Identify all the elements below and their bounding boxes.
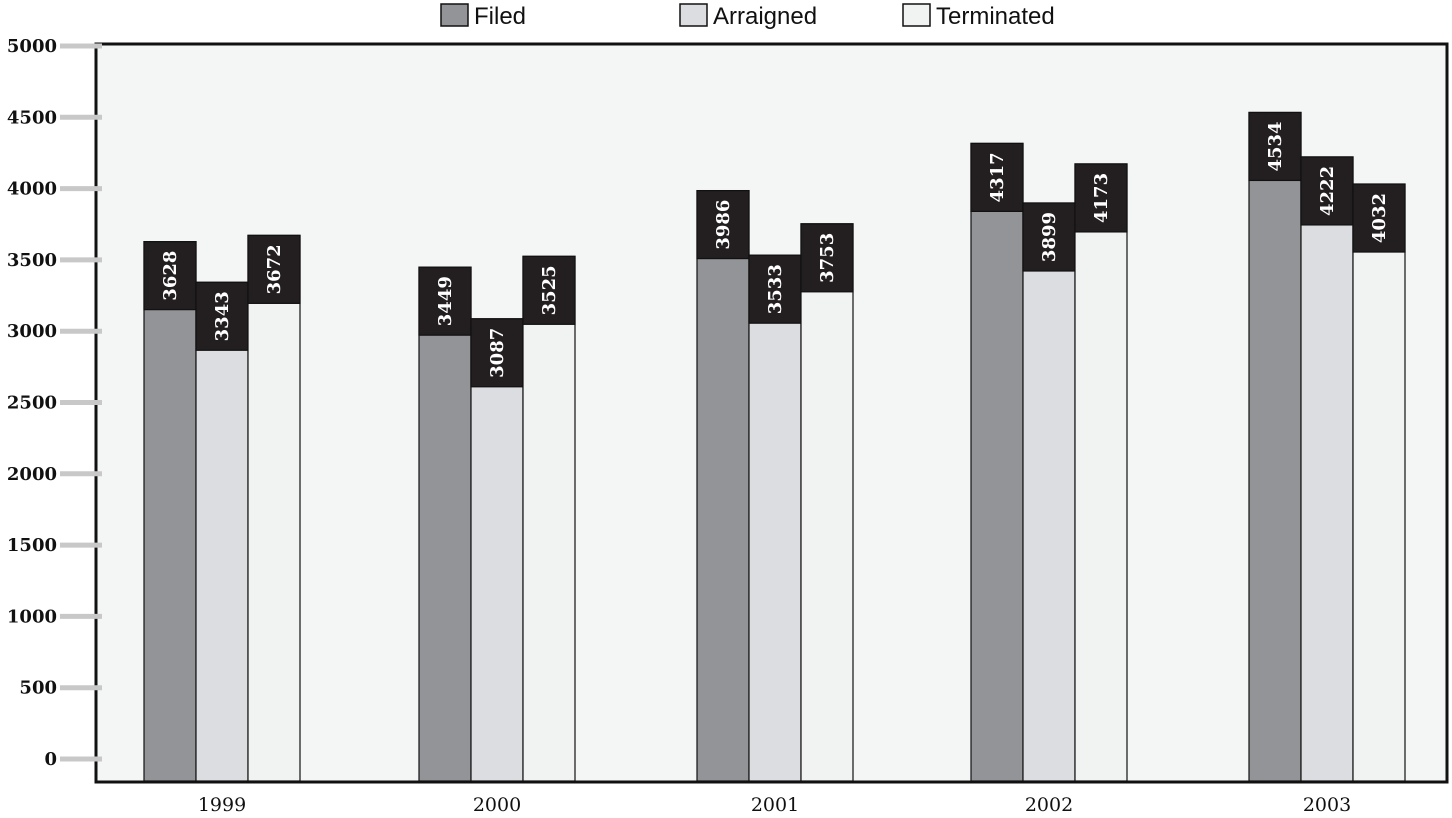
bar-arraigned-1999 (195, 281, 249, 782)
value-label: 3343 (212, 291, 233, 341)
bar-arraigned-2001 (748, 254, 802, 782)
value-label-box (247, 234, 301, 304)
y-tick-label: 500 (19, 678, 57, 699)
legend-label-filed: Filed (474, 3, 526, 30)
legend-label-arraigned: Arraigned (713, 3, 817, 30)
bar-arraigned-2002 (1022, 202, 1076, 782)
bar-terminated-2002 (1074, 163, 1128, 782)
value-label: 3525 (539, 265, 560, 315)
value-label: 4032 (1369, 193, 1390, 243)
bar-filed-2000 (418, 266, 472, 782)
x-tick-label: 2001 (751, 794, 799, 816)
y-axis: 0 500 1000 1500 2000 2500 3000 3500 4000 4500 5000 (7, 36, 102, 770)
value-label-box (800, 223, 854, 293)
value-label: 3753 (817, 233, 838, 283)
y-tick-label: 1000 (7, 606, 57, 627)
x-tick-label: 2003 (1303, 794, 1351, 816)
value-label-box (1074, 163, 1128, 233)
value-label-box (1352, 183, 1406, 253)
bar-terminated-1999 (247, 234, 301, 782)
legend: Filed Arraigned Terminated (440, 3, 1055, 30)
value-label-box (418, 266, 472, 336)
value-label-box (143, 241, 197, 311)
value-label-box (970, 142, 1024, 212)
x-tick-label: 1999 (198, 794, 246, 816)
bar-filed-1999 (143, 241, 197, 782)
value-label: 4173 (1091, 173, 1112, 223)
value-label: 3449 (435, 276, 456, 326)
value-label: 3672 (264, 244, 285, 294)
bar-filed-2002 (970, 142, 1024, 782)
bar-arraigned-2000 (470, 318, 524, 782)
y-tick-label: 5000 (7, 36, 57, 57)
bar-arraigned-2003 (1300, 156, 1354, 782)
bar-terminated-2001 (800, 223, 854, 782)
y-tick-label: 2000 (7, 464, 57, 485)
bar-filed-2001 (696, 189, 750, 782)
value-label: 4317 (987, 152, 1008, 202)
value-label-box (1022, 202, 1076, 272)
value-label: 3628 (160, 251, 181, 301)
value-label: 3533 (765, 264, 786, 314)
value-label-box (470, 318, 524, 388)
bar-terminated-2003 (1352, 183, 1406, 782)
value-label-box (696, 189, 750, 260)
value-label: 3899 (1039, 212, 1060, 262)
legend-label-terminated: Terminated (936, 3, 1055, 30)
legend-swatch-terminated (902, 3, 931, 27)
bar-series-group: 3628 3343 3672 3449 3087 3525 3986 3533 3753 4317… (143, 111, 1406, 782)
value-label-box (1300, 156, 1354, 226)
x-axis: 1999 2000 2001 2002 2003 (198, 794, 1351, 816)
y-tick-label: 1500 (7, 535, 57, 556)
x-tick-label: 2000 (473, 794, 521, 816)
y-tick-label: 0 (44, 749, 57, 770)
value-label: 4222 (1317, 166, 1338, 216)
legend-swatch-arraigned (679, 3, 708, 27)
bar-filed-2003 (1248, 111, 1302, 782)
value-label: 3986 (713, 200, 734, 250)
y-tick-label: 4000 (7, 179, 57, 200)
value-label: 3087 (487, 328, 508, 378)
x-tick-label: 2002 (1025, 794, 1073, 816)
y-tick-label: 4500 (7, 107, 57, 128)
legend-swatch-filed (440, 3, 469, 27)
y-tick-label: 3000 (7, 321, 57, 342)
y-tick-label: 3500 (7, 250, 57, 271)
bar-terminated-2000 (522, 255, 576, 782)
value-label-box (1248, 111, 1302, 182)
value-label: 4534 (1265, 121, 1286, 171)
value-label-box (522, 255, 576, 325)
y-tick-label: 2500 (7, 393, 57, 414)
